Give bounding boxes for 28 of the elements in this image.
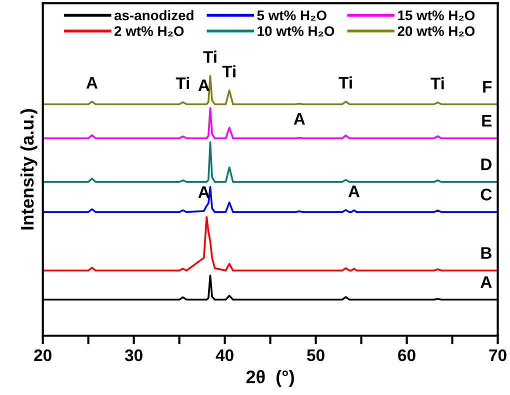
legend-label: as-anodized — [114, 10, 194, 20]
legend-label: 5 wt% H₂O — [257, 10, 326, 21]
x-tick-label: 50 — [307, 349, 324, 362]
annotation: Ti — [203, 50, 216, 63]
x-tick-label: 70 — [489, 349, 506, 362]
x-axis-title: 2θ (°) — [246, 370, 294, 387]
annotation: A — [348, 186, 360, 198]
annotation: D — [481, 158, 492, 170]
legend-label: 15 wt% H₂O — [398, 10, 475, 21]
annotation: A — [294, 113, 305, 125]
x-tick-label: 60 — [398, 349, 416, 362]
legend-label: 2 wt% H₂O — [114, 26, 184, 36]
annotation: E — [482, 115, 492, 126]
x-tick-label: 30 — [124, 349, 142, 362]
annotation: Ti — [222, 65, 236, 78]
x-tick-label: 40 — [216, 349, 234, 362]
annotation: A — [86, 76, 98, 88]
y-axis-title: Intensity (a.u.) — [20, 109, 38, 230]
annotation: B — [481, 247, 492, 259]
annotation: Ti — [338, 76, 352, 88]
annotation: C — [480, 188, 492, 200]
legend-label: 20 wt% H₂O — [398, 26, 475, 36]
annotation: Ti — [176, 76, 190, 89]
annotation: Ti — [430, 77, 444, 90]
x-tick-label: 20 — [34, 349, 52, 362]
annotation: F — [483, 80, 492, 92]
annotation: A — [480, 276, 492, 288]
legend-label: 10 wt% H₂O — [258, 26, 334, 36]
